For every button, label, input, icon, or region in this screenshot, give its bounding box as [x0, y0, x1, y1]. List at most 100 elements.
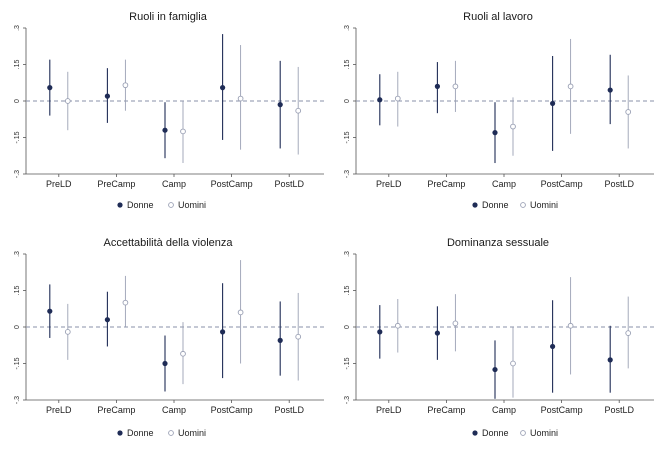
point-uomini [394, 95, 401, 102]
panel-dominanza-sessuale: Dominanza sessuale -.3 -.15 0 .15 .3 PreLD Pre… [344, 237, 654, 438]
legend-marker-uomini [168, 202, 174, 208]
point-uomini [237, 95, 244, 102]
y-tick-label: 0 [344, 325, 351, 329]
point-uomini [567, 83, 574, 90]
point-uomini [64, 329, 71, 335]
panel-accettabilita-violenza: Accettabilità della violenza -.3 -.15 0 .15… [14, 237, 324, 438]
y-tick-label: -.3 [14, 396, 21, 404]
legend-label-donne: Donne [127, 428, 154, 438]
point-uomini [452, 83, 459, 90]
point-donne [550, 343, 556, 350]
plot-area: -.3 -.15 0 .15 .3 PreLD PreCamp Camp PostCamp Pos… [344, 25, 654, 189]
y-tick-label: .3 [14, 251, 21, 257]
point-uomini [510, 123, 516, 130]
y-tick-label: .15 [14, 286, 21, 296]
point-uomini [452, 320, 459, 327]
point-donne [277, 102, 283, 108]
plot-area: -.3 -.15 0 .15 .3 PreLD PreCamp Camp PostCamp Pos… [344, 251, 654, 415]
panel-ruoli-lavoro: Ruoli al lavoro -.3 -.15 0 .15 .3 PreLD PreCam… [344, 11, 654, 210]
panel-title: Accettabilità della violenza [103, 237, 233, 249]
x-tick-label: PreLD [46, 405, 72, 415]
legend-marker-uomini [168, 430, 174, 436]
y-tick-label: -.15 [344, 357, 351, 369]
x-tick-label: PostCamp [211, 405, 253, 415]
point-donne [162, 127, 168, 133]
point-uomini [180, 350, 186, 357]
point-uomini [237, 309, 244, 316]
x-tick-label: PreLD [376, 405, 402, 415]
legend: Donne Uomini [472, 200, 558, 210]
x-tick-label: PreCamp [97, 179, 135, 189]
legend-label-uomini: Uomini [178, 428, 206, 438]
point-donne [377, 329, 383, 335]
point-donne [550, 100, 556, 107]
point-uomini [122, 299, 129, 306]
x-tick-label: PreLD [46, 179, 72, 189]
y-tick-label: .3 [344, 251, 351, 257]
y-tick-label: .3 [14, 25, 21, 31]
point-donne [492, 130, 498, 136]
point-donne [220, 85, 226, 91]
x-tick-label: PreLD [376, 179, 402, 189]
legend-label-donne: Donne [482, 200, 509, 210]
x-tick-label: PostCamp [211, 179, 253, 189]
y-tick-label: .15 [14, 60, 21, 70]
point-donne [377, 97, 383, 103]
x-tick-label: PreCamp [427, 405, 465, 415]
x-tick-label: PostCamp [541, 405, 583, 415]
legend: Donne Uomini [472, 428, 558, 438]
x-tick-label: PreCamp [427, 179, 465, 189]
legend-marker-uomini [520, 202, 526, 208]
y-tick-label: -.3 [14, 170, 21, 178]
point-donne [47, 85, 53, 91]
x-tick-label: PostLD [604, 405, 634, 415]
x-tick-label: Camp [162, 405, 186, 415]
x-tick-label: PostCamp [541, 179, 583, 189]
point-uomini [180, 128, 186, 135]
panel-title: Ruoli in famiglia [129, 11, 208, 23]
plot-area: -.3 -.15 0 .15 .3 PreLD PreCamp Camp PostCamp Pos… [14, 25, 324, 189]
x-tick-label: PreCamp [97, 405, 135, 415]
point-uomini [567, 322, 574, 329]
point-donne [607, 87, 613, 93]
point-donne [434, 330, 440, 336]
panel-title: Dominanza sessuale [447, 237, 549, 249]
plot-area: -.3 -.15 0 .15 .3 PreLD PreCamp Camp PostCamp Pos… [14, 251, 324, 415]
y-tick-label: 0 [14, 325, 21, 329]
point-uomini [625, 330, 632, 336]
point-uomini [394, 322, 401, 329]
point-donne [220, 329, 226, 335]
legend-marker-uomini [520, 430, 526, 436]
legend-label-uomini: Uomini [178, 200, 206, 210]
point-donne [47, 308, 53, 314]
point-donne [104, 317, 110, 323]
legend-label-donne: Donne [482, 428, 509, 438]
y-tick-label: -.3 [344, 170, 351, 178]
legend: Donne Uomini [117, 428, 206, 438]
y-tick-label: -.3 [344, 396, 351, 404]
legend-marker-donne [117, 430, 123, 436]
y-tick-label: -.15 [14, 131, 21, 143]
y-tick-label: -.15 [344, 131, 351, 143]
point-uomini [295, 333, 302, 340]
point-uomini [122, 82, 129, 89]
y-tick-label: .15 [344, 60, 351, 70]
legend-marker-donne [117, 202, 123, 208]
point-donne [434, 83, 440, 89]
legend-marker-donne [472, 430, 478, 436]
y-tick-label: 0 [14, 99, 21, 103]
y-tick-label: .3 [344, 25, 351, 31]
legend-label-donne: Donne [127, 200, 154, 210]
x-tick-label: PostLD [274, 179, 304, 189]
point-donne [492, 366, 498, 373]
x-tick-label: Camp [492, 179, 516, 189]
point-uomini [510, 360, 516, 367]
point-donne [277, 337, 283, 343]
x-tick-label: Camp [492, 405, 516, 415]
y-tick-label: 0 [344, 99, 351, 103]
panel-ruoli-famiglia: Ruoli in famiglia -.3 -.15 0 .15 .3 PreLD PreC… [14, 11, 324, 210]
y-tick-label: -.15 [14, 357, 21, 369]
x-tick-label: Camp [162, 179, 186, 189]
point-donne [104, 93, 110, 99]
